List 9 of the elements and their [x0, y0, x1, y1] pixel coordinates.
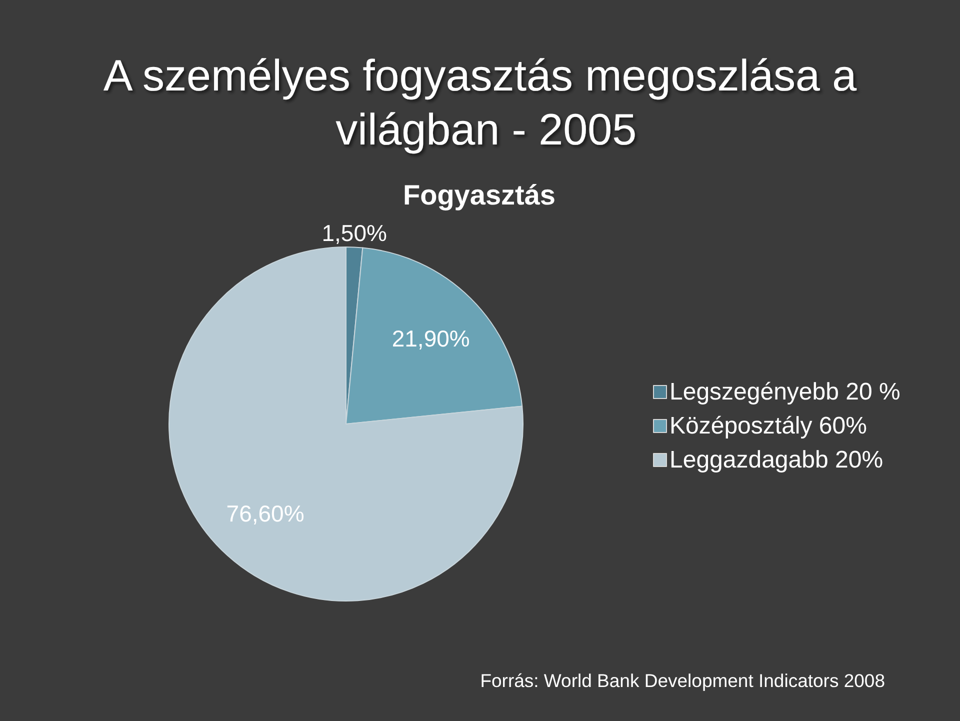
- data-label: 21,90%: [392, 326, 470, 352]
- data-label: 76,60%: [226, 500, 304, 526]
- legend-label: Leggazdagabb 20%: [670, 446, 884, 474]
- chart-subtitle: Fogyasztás: [403, 180, 556, 210]
- text: Forrás: World Bank Development Indicators 2008: [480, 670, 885, 691]
- data-label: 1,50%: [322, 220, 387, 246]
- legend-label: Legszegényebb 20 %: [670, 378, 900, 406]
- legend-label: Középosztály 60%: [670, 412, 867, 440]
- chart-title: A személyes fogyasztás megoszlása a világban - 2005: [103, 52, 858, 154]
